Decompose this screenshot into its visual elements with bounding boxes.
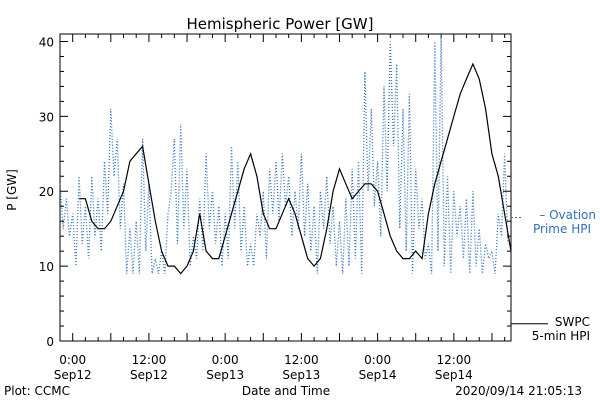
x-tick-label-date: Sep14	[359, 368, 397, 382]
x-tick-label-date: Sep13	[282, 368, 320, 382]
x-axis-label: Date and Time	[242, 384, 330, 398]
series-layer	[59, 33, 512, 275]
x-tick-label-time: 0:00	[212, 353, 239, 367]
y-tick-label: 30	[39, 110, 54, 124]
y-axis-label: P [GW]	[5, 169, 19, 211]
x-tick-label-date: Sep12	[130, 368, 168, 382]
x-axis: 0:00Sep1212:00Sep120:00Sep1312:00Sep130:…	[54, 34, 506, 382]
x-tick-label-date: Sep14	[435, 368, 473, 382]
x-tick-label-time: 0:00	[59, 353, 86, 367]
x-tick-label-time: 12:00	[437, 353, 472, 367]
x-tick-label-date: Sep12	[54, 368, 92, 382]
y-axis: 0 10 20 30 40	[39, 35, 511, 349]
series-line-swpc-5min-hpi	[79, 62, 512, 275]
y-tick-label: 0	[46, 335, 54, 349]
legend-label-swpc-line1: SWPC	[555, 315, 590, 329]
series-line-ovation-prime-hpi	[59, 33, 509, 274]
x-tick-label-time: 12:00	[284, 353, 319, 367]
chart-title: Hemispheric Power [GW]	[187, 15, 374, 33]
legend-label-swpc-line2: 5-min HPI	[532, 329, 590, 343]
legend-label-ovation-line1: – Ovation	[539, 208, 596, 222]
x-tick-label-time: 0:00	[364, 353, 391, 367]
legend-label-ovation-line2: Prime HPI	[533, 222, 591, 236]
x-tick-label-date: Sep13	[206, 368, 244, 382]
y-tick-label: 40	[39, 35, 54, 49]
y-tick-label: 10	[39, 260, 54, 274]
plot-credit: Plot: CCMC	[4, 384, 70, 398]
timestamp: 2020/09/14 21:05:13	[455, 384, 582, 398]
x-tick-label-time: 12:00	[132, 353, 167, 367]
y-tick-label: 20	[39, 185, 54, 199]
